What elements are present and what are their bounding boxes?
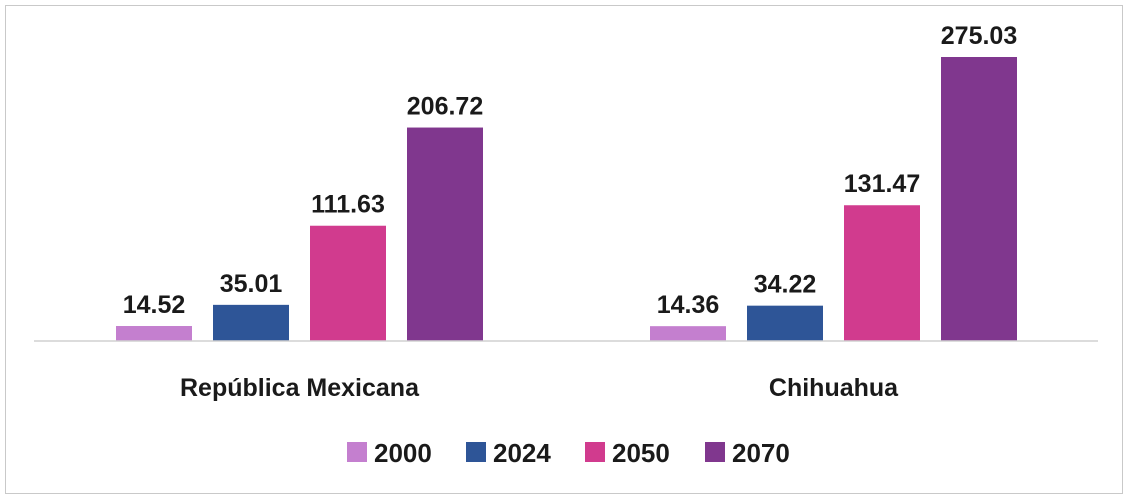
data-label-2000-0: 14.52 <box>123 291 186 319</box>
data-label-2050-1: 131.47 <box>844 170 920 198</box>
data-label-2024-0: 35.01 <box>220 270 283 298</box>
data-label-2070-1: 275.03 <box>941 22 1017 50</box>
legend-swatch-2000 <box>347 442 367 462</box>
bars-layer <box>116 57 1017 341</box>
legend-label-2000: 2000 <box>374 438 432 468</box>
legend-swatch-2050 <box>585 442 605 462</box>
legend-label-2070: 2070 <box>732 438 790 468</box>
data-label-2050-0: 111.63 <box>311 191 385 219</box>
data-label-2000-1: 14.36 <box>657 291 720 319</box>
bar-2000-0 <box>116 326 192 341</box>
legend-swatch-2024 <box>466 442 486 462</box>
data-label-2024-1: 34.22 <box>754 271 817 299</box>
bar-2000-1 <box>650 326 726 341</box>
legend-swatch-2070 <box>705 442 725 462</box>
category-labels-layer: República Mexicana Chihuahua <box>180 374 899 402</box>
value-labels-layer: 14.52 35.01 111.63 206.72 14.36 34.22 131.47 27… <box>123 22 1018 319</box>
chart-frame <box>5 5 1123 494</box>
legend-label-2024: 2024 <box>493 438 551 468</box>
category-label-1: Chihuahua <box>769 374 899 402</box>
bar-2050-1 <box>844 205 920 341</box>
legend-label-2050: 2050 <box>612 438 670 468</box>
data-label-2070-0: 206.72 <box>407 93 483 121</box>
legend: 2000 2024 2050 2070 <box>347 438 790 468</box>
bar-2050-0 <box>310 225 386 341</box>
bar-2024-0 <box>213 304 289 341</box>
bar-2070-1 <box>941 57 1017 341</box>
bar-2024-1 <box>747 305 823 341</box>
bar-2070-0 <box>407 127 483 341</box>
category-label-0: República Mexicana <box>180 374 420 402</box>
